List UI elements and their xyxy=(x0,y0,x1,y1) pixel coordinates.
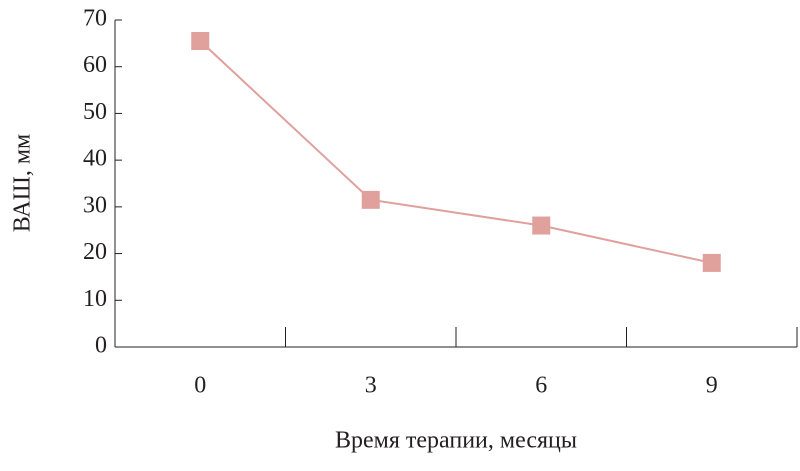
y-tick-label: 70 xyxy=(83,6,107,32)
marker xyxy=(361,190,380,209)
y-tick-label: 0 xyxy=(95,333,107,359)
y-tick-label: 20 xyxy=(83,239,107,265)
x-tick-label: 0 xyxy=(194,373,206,399)
y-tick-label: 40 xyxy=(83,146,107,172)
y-tick-label: 60 xyxy=(83,52,107,78)
series-line xyxy=(199,40,712,264)
x-tick-label: 9 xyxy=(706,373,718,399)
y-tick-label: 10 xyxy=(83,286,107,312)
marker xyxy=(702,253,721,272)
x-tick-label: 3 xyxy=(365,373,377,399)
y-axis-title: ВАШ, мм xyxy=(10,134,36,232)
marker xyxy=(191,32,210,51)
x-axis-title: Время терапии, месяцы xyxy=(335,428,577,454)
x-tick-label: 6 xyxy=(535,373,547,399)
marker xyxy=(532,216,551,235)
y-tick-label: 30 xyxy=(83,192,107,218)
y-tick-label: 50 xyxy=(83,99,107,125)
